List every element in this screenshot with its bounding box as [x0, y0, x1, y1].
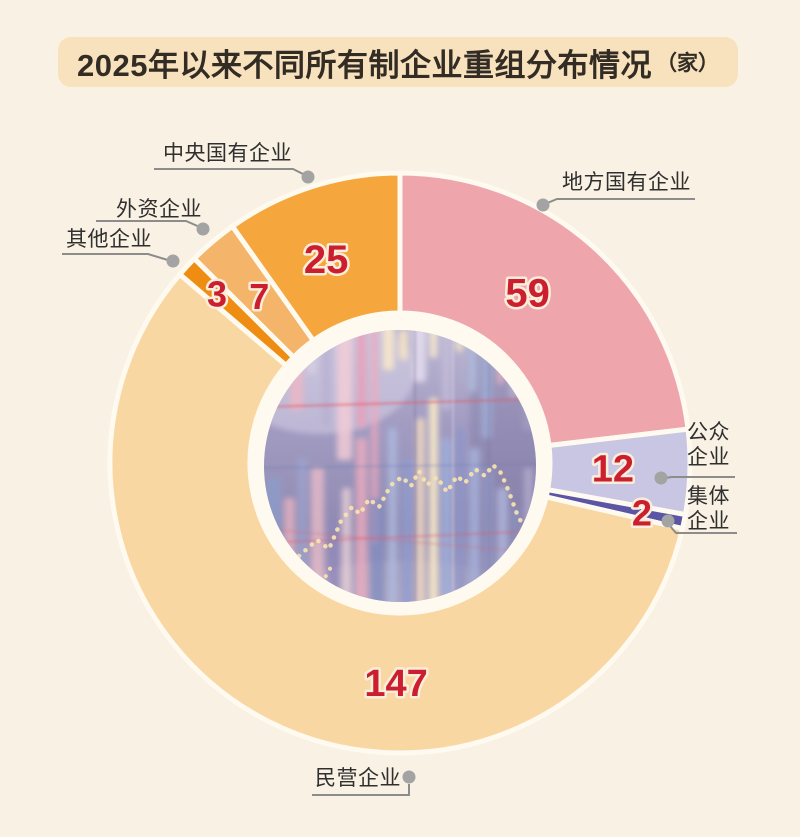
label-public-line1: 公众: [687, 421, 730, 444]
label-private: 民营企业: [315, 767, 401, 790]
label-collective: 集体 企业: [687, 484, 730, 534]
callout-dot: [654, 471, 668, 485]
value-公众企业: 12: [592, 449, 634, 491]
callout-dot: [166, 254, 180, 268]
label-central-soe: 中央国有企业: [163, 142, 292, 165]
label-local-soe: 地方国有企业: [562, 171, 691, 194]
leader-collective: [661, 514, 737, 534]
callout-leaders: [62, 168, 737, 796]
label-other: 其他企业: [66, 228, 152, 251]
leader-central-soe: [154, 168, 315, 184]
label-public: 公众 企业: [687, 420, 730, 470]
label-collective-line1: 集体: [687, 485, 730, 508]
callout-dot: [196, 222, 210, 236]
value-民营企业: 147: [364, 663, 427, 705]
leader-foreign: [96, 220, 210, 236]
slice-地方国有企业: [397, 170, 691, 448]
slice-民营企业: [107, 271, 685, 756]
leader-private: [312, 770, 416, 796]
title-unit: （家）: [655, 52, 719, 75]
slice-中央国有企业: [229, 170, 403, 344]
slice-values: 59 122 147 3 7 25: [204, 236, 654, 708]
label-foreign: 外资企业: [116, 198, 202, 221]
leader-public: [654, 471, 735, 485]
callout-dot: [301, 170, 315, 184]
leader-other: [62, 253, 180, 268]
value-中央国有企业: 25: [304, 238, 349, 282]
value-外资企业: 7: [249, 276, 269, 317]
page-title: 2025年以来不同所有制企业重组分布情况: [77, 47, 652, 83]
callout-dot: [536, 198, 550, 212]
label-public-line2: 企业: [687, 446, 730, 469]
label-collective-line2: 企业: [687, 510, 730, 533]
value-其他企业: 3: [207, 274, 227, 315]
callout-dot: [661, 514, 675, 528]
callout-dot: [402, 770, 416, 784]
donut-slices: [107, 170, 693, 756]
title-bar: 2025年以来不同所有制企业重组分布情况 （家）: [58, 37, 738, 87]
value-集体企业: 2: [632, 493, 652, 534]
leader-local-soe: [536, 198, 695, 212]
value-地方国有企业: 59: [505, 272, 550, 316]
